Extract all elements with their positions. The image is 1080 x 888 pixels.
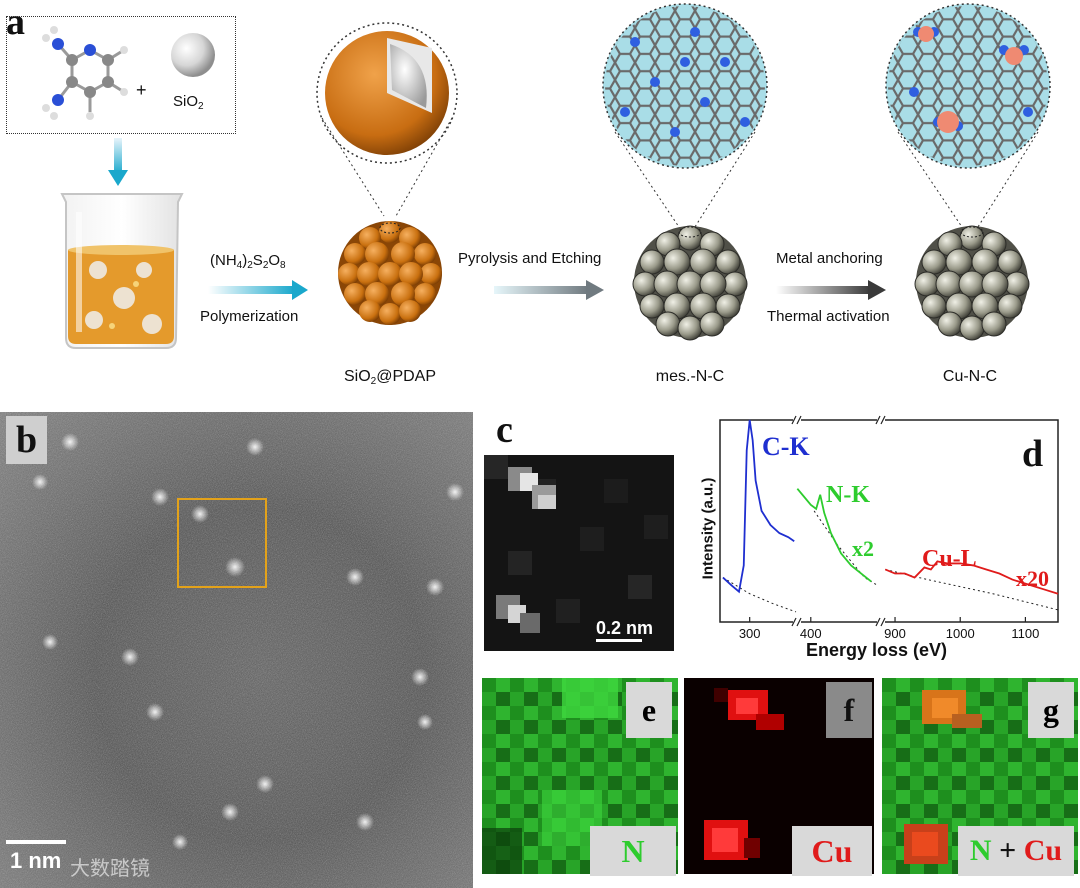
axis-break-gap xyxy=(793,416,801,424)
axis-break-mark xyxy=(875,617,881,627)
series-label-cul: Cu-L xyxy=(922,546,977,572)
diaminopyridine-molecule-icon xyxy=(42,26,128,120)
eds-tag-overlay-plus: + xyxy=(991,834,1024,867)
silica-sphere-icon xyxy=(171,33,215,77)
panel-letter-b: b xyxy=(6,416,48,464)
scale-label-b: 1 nm xyxy=(10,848,62,873)
axis-break-mark xyxy=(791,415,797,425)
series-mult-nk: x2 xyxy=(852,536,874,561)
panel-letter-e: e xyxy=(626,682,672,738)
series-ck-line xyxy=(722,419,795,594)
axis-break-gap xyxy=(877,416,885,424)
polymerization-label: Polymerization xyxy=(200,308,299,325)
cu-n-c-caption: Cu-N-C xyxy=(942,368,998,385)
x-tick-label: 400 xyxy=(800,626,822,641)
eels-chart: 300 400 900 1000 1100 xyxy=(719,415,1059,641)
polymerization-arrow-icon xyxy=(208,280,308,300)
axis-break-gap xyxy=(877,618,885,626)
beaker-icon xyxy=(60,193,184,349)
reactant-plus: + xyxy=(136,80,147,100)
scale-label-c: 0.2 nm xyxy=(596,618,654,638)
axis-break-mark xyxy=(796,415,802,425)
background-fit-line xyxy=(722,577,797,613)
x-tick-label: 1100 xyxy=(1011,626,1039,641)
series-mult-cul: x20 xyxy=(1016,566,1049,591)
pyrolysis-label: Pyrolysis and Etching xyxy=(458,250,602,267)
panel-letter-c: c xyxy=(496,409,513,451)
axis-break-mark xyxy=(791,617,797,627)
x-tick-label: 1000 xyxy=(946,626,975,641)
axis-break-gap xyxy=(793,618,801,626)
metal-anchoring-label: Metal anchoring xyxy=(776,250,883,267)
hollow-shell-zoom-icon xyxy=(316,22,458,217)
mes-nc-caption: mes.-N-C xyxy=(655,368,725,385)
series-label-nk: N-K xyxy=(826,482,870,508)
axis-break-mark xyxy=(880,415,886,425)
stem-zoom-c xyxy=(484,455,674,651)
noise-texture xyxy=(0,412,473,888)
series-label-ck: C-K xyxy=(762,432,810,461)
sio2-pdap-particle-icon xyxy=(338,221,442,325)
x-tick-label: 300 xyxy=(739,626,761,641)
chart-xlabel: Energy loss (eV) xyxy=(806,640,948,660)
series-cul-line xyxy=(884,560,1059,595)
sio2-pdap-caption: SiO2@PDAP xyxy=(343,368,437,387)
zoom-region-box xyxy=(177,498,267,588)
chart-frame xyxy=(719,419,1059,623)
axis-break-mark xyxy=(880,617,886,627)
x-tick-label: 900 xyxy=(884,626,906,641)
eds-tag-overlay-n: N xyxy=(969,834,992,867)
nitrogen-doped-graphene-zoom-icon xyxy=(602,3,768,231)
mesoporous-carbon-particle-icon xyxy=(632,225,748,341)
panel-letter-g: g xyxy=(1028,682,1074,738)
reagent-label: (NH4)2S2O8 xyxy=(210,252,286,271)
scale-bar-b xyxy=(6,840,66,844)
activation-arrow-icon xyxy=(776,280,886,300)
panel-letter-d: d xyxy=(1022,433,1044,475)
scale-bar-c xyxy=(596,639,642,642)
chart-ylabel: Intensity (a.u.) xyxy=(699,477,717,580)
eds-map-n xyxy=(482,678,678,874)
sio2-label: SiO2 xyxy=(173,93,204,112)
series-nk-line xyxy=(796,488,872,583)
panel-letter-f: f xyxy=(826,682,872,738)
panel-letter-a: a xyxy=(6,1,25,43)
reactant-box xyxy=(6,16,236,134)
cu-graphene-zoom-icon xyxy=(885,3,1051,231)
eds-tag-overlay: N + Cu xyxy=(958,826,1074,876)
cu-n-c-particle-icon xyxy=(914,225,1030,341)
watermark: 大数踏镜 xyxy=(70,858,150,880)
stem-image-b: b 1 nm 大数踏镜 xyxy=(0,412,473,888)
axis-break-mark xyxy=(875,415,881,425)
axis-break-mark xyxy=(796,617,802,627)
down-arrow-icon xyxy=(108,138,128,186)
eds-tag-n: N xyxy=(590,826,676,876)
thermal-activation-label: Thermal activation xyxy=(767,308,890,325)
eds-tag-cu: Cu xyxy=(792,826,872,876)
pyrolysis-arrow-icon xyxy=(494,280,604,300)
eds-tag-overlay-cu: Cu xyxy=(1023,834,1063,867)
